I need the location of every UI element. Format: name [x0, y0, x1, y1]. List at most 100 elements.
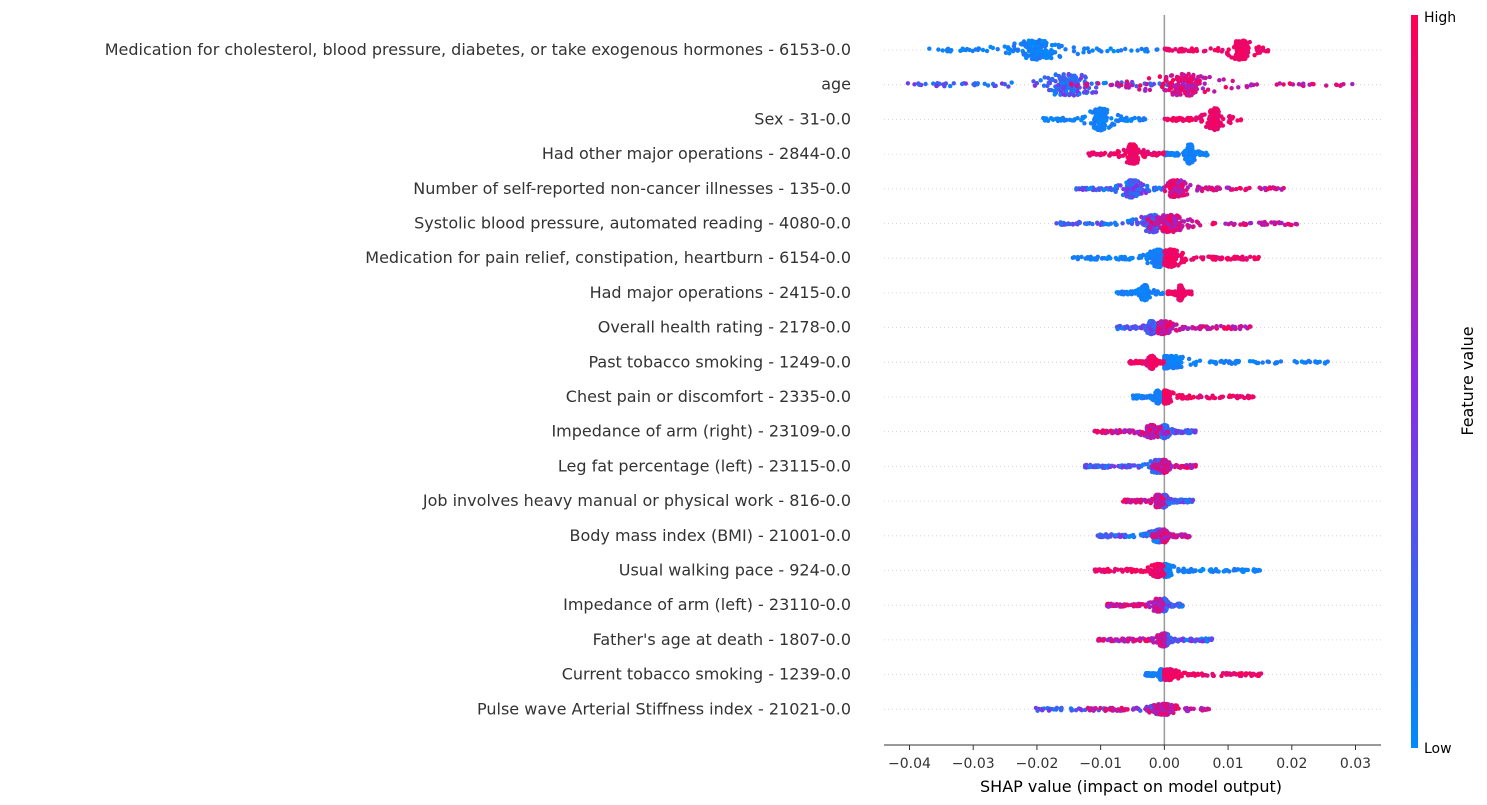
point-high	[1172, 185, 1178, 191]
point-low	[1108, 187, 1113, 192]
point-low	[972, 83, 977, 88]
point-low	[1009, 80, 1014, 85]
point-low	[1101, 81, 1107, 86]
point-high	[1198, 394, 1203, 399]
point-high	[1233, 326, 1238, 332]
point-low	[1041, 83, 1047, 88]
point-low	[1097, 117, 1102, 122]
point-high	[1174, 92, 1180, 98]
point-high	[1281, 82, 1286, 87]
point-low	[1075, 89, 1080, 94]
point-high	[1242, 56, 1247, 62]
point-low	[1072, 255, 1077, 260]
point-high	[1207, 74, 1212, 80]
point-low	[975, 47, 981, 53]
point-low	[1070, 74, 1076, 79]
point-high	[1162, 47, 1168, 52]
point-low	[1096, 121, 1102, 127]
point-high	[1198, 114, 1203, 119]
point-high	[1114, 429, 1120, 435]
point-low	[1064, 222, 1070, 227]
point-low	[1197, 358, 1203, 363]
feature-row	[1082, 457, 1199, 476]
point-low	[1152, 187, 1157, 192]
point-high	[1093, 428, 1098, 433]
point-high	[1187, 85, 1192, 91]
point-low	[1100, 122, 1105, 128]
point-low	[1138, 184, 1143, 190]
point-low	[1054, 116, 1060, 121]
point-high	[1189, 257, 1194, 262]
point-low	[1150, 320, 1155, 326]
point-low	[1135, 48, 1140, 53]
point-high	[1156, 152, 1161, 157]
point-high	[1236, 51, 1241, 56]
point-high	[1185, 91, 1190, 96]
point-high	[1138, 83, 1143, 88]
point-high	[1192, 325, 1197, 331]
point-low	[934, 83, 939, 89]
point-high	[1181, 118, 1186, 123]
point-low	[1265, 359, 1270, 364]
point-low	[1303, 360, 1309, 365]
point-low	[1082, 121, 1087, 126]
point-high	[1135, 360, 1140, 366]
point-low	[1088, 185, 1094, 191]
point-high	[1202, 89, 1208, 95]
point-low	[1144, 293, 1149, 298]
feature-row	[1041, 106, 1244, 133]
point-high	[1178, 188, 1184, 193]
point-low	[1132, 185, 1137, 190]
point-high	[1243, 324, 1248, 329]
point-low	[1116, 324, 1122, 329]
point-low	[1038, 78, 1043, 83]
point-high	[1194, 81, 1199, 86]
point-low	[1155, 390, 1160, 395]
point-low	[1029, 53, 1034, 58]
point-low	[1143, 297, 1149, 302]
point-high	[1193, 47, 1198, 53]
point-low	[1174, 359, 1179, 365]
point-low	[1184, 155, 1190, 160]
point-high	[1200, 86, 1206, 91]
point-high	[1296, 82, 1302, 87]
point-high	[1238, 222, 1243, 227]
point-high	[1166, 400, 1171, 406]
feature-row	[1130, 388, 1256, 406]
point-high	[1223, 221, 1228, 226]
point-low	[1151, 288, 1157, 293]
point-low	[1059, 116, 1064, 122]
point-high	[1185, 116, 1190, 121]
point-high	[1212, 89, 1217, 94]
point-low	[1040, 43, 1045, 49]
point-high	[1210, 325, 1215, 330]
point-high	[1238, 324, 1244, 329]
point-low	[1031, 39, 1037, 44]
point-high	[1115, 150, 1120, 155]
point-high	[1236, 85, 1241, 90]
point-high	[1135, 429, 1141, 435]
point-high	[1289, 222, 1294, 228]
point-low	[1066, 71, 1071, 77]
point-high	[1244, 256, 1249, 261]
point-low	[990, 45, 996, 51]
point-low	[1123, 325, 1129, 330]
point-low	[1085, 46, 1090, 51]
point-high	[1176, 86, 1182, 91]
point-high	[1229, 187, 1235, 192]
point-low	[1101, 187, 1107, 193]
point-high	[1205, 87, 1211, 92]
point-high	[1324, 83, 1329, 88]
point-high	[1147, 87, 1153, 93]
point-low	[1182, 148, 1188, 154]
point-high	[1157, 74, 1163, 79]
point-low	[1056, 42, 1061, 48]
point-low	[1061, 92, 1066, 97]
point-high	[1126, 428, 1132, 433]
point-low	[1089, 81, 1094, 86]
point-high	[1162, 391, 1167, 396]
point-high	[1204, 185, 1209, 191]
point-low	[1128, 218, 1134, 223]
point-low	[1146, 324, 1151, 329]
point-high	[1221, 77, 1226, 82]
